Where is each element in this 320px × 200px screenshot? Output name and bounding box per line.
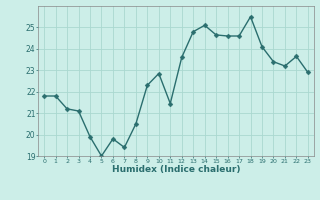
X-axis label: Humidex (Indice chaleur): Humidex (Indice chaleur) xyxy=(112,165,240,174)
